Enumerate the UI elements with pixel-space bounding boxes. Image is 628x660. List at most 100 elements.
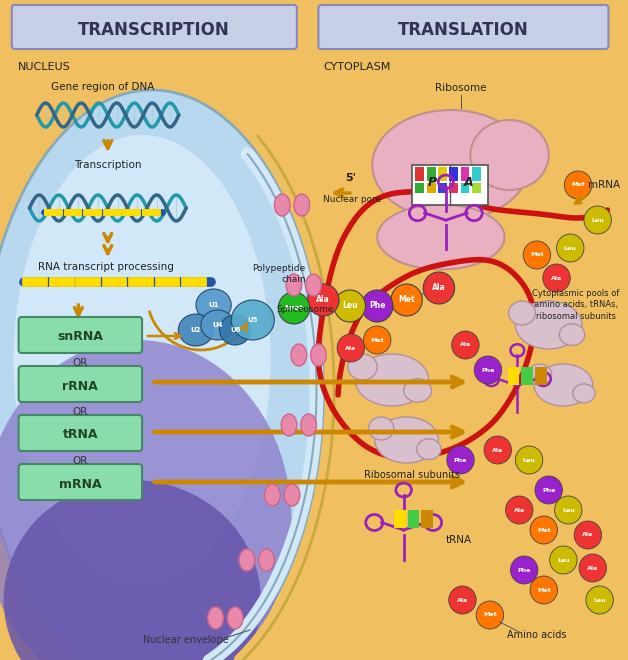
Text: Ala: Ala [492,447,503,453]
Ellipse shape [573,384,595,403]
Ellipse shape [294,194,310,216]
Ellipse shape [196,289,231,321]
Ellipse shape [369,417,394,440]
FancyBboxPatch shape [12,5,297,49]
Circle shape [447,446,474,474]
Text: U5: U5 [247,317,258,323]
Text: Ala: Ala [587,566,598,570]
Circle shape [543,264,570,292]
Ellipse shape [0,90,323,660]
Ellipse shape [470,120,549,190]
Text: U4: U4 [212,322,223,328]
Bar [426,167,436,181]
Ellipse shape [274,194,290,216]
Circle shape [523,241,551,269]
Text: Ala: Ala [432,284,446,292]
Text: Met: Met [571,183,585,187]
Ellipse shape [201,310,234,340]
Text: NUCLEUS: NUCLEUS [18,62,70,72]
Text: Nuclear envelope: Nuclear envelope [143,635,229,645]
Bar [472,183,480,193]
Text: Leu: Leu [562,508,575,513]
Text: Ala: Ala [582,533,593,537]
Text: Ala: Ala [317,296,330,304]
Circle shape [337,334,364,362]
Ellipse shape [284,484,300,506]
Text: OR: OR [73,456,88,466]
Circle shape [586,586,614,614]
Bar [535,367,547,385]
Text: Cytoplasmic pools of
amino acids, tRNAs,
ribosomal subunits: Cytoplasmic pools of amino acids, tRNAs,… [533,288,620,321]
Ellipse shape [509,301,535,325]
Ellipse shape [560,324,585,345]
Text: Phe: Phe [542,488,555,492]
Ellipse shape [301,414,317,436]
Ellipse shape [311,344,327,366]
Text: fmet: fmet [284,305,303,311]
Ellipse shape [286,274,302,296]
Circle shape [584,206,612,234]
Circle shape [556,234,584,262]
Circle shape [308,284,339,316]
Text: mRNA: mRNA [588,180,620,190]
Circle shape [506,496,533,524]
Circle shape [550,546,577,574]
Bar [411,165,488,205]
Text: Polypeptide
chain: Polypeptide chain [252,264,306,284]
Bar [438,183,447,193]
Bar [449,167,458,181]
Text: Leu: Leu [522,457,536,463]
Bar [408,510,420,528]
Ellipse shape [0,340,291,660]
FancyBboxPatch shape [19,366,142,402]
Text: Ala: Ala [551,275,562,280]
FancyBboxPatch shape [318,5,609,49]
Ellipse shape [404,379,431,402]
Text: Transcription: Transcription [74,160,141,170]
Ellipse shape [377,205,504,269]
Text: Ribosome: Ribosome [435,83,486,93]
Bar [421,510,433,528]
Text: Nuclear pore: Nuclear pore [323,195,382,205]
Ellipse shape [281,414,297,436]
Bar [438,167,447,181]
Circle shape [278,292,310,324]
Text: U2: U2 [191,327,201,333]
Ellipse shape [291,344,306,366]
Text: U1: U1 [208,302,219,308]
Text: U6: U6 [230,327,241,333]
Circle shape [474,356,502,384]
Circle shape [516,446,543,474]
Text: Ribosomal subunits: Ribosomal subunits [364,470,460,480]
Ellipse shape [13,135,271,585]
Text: Gene region of DNA: Gene region of DNA [51,82,154,92]
FancyBboxPatch shape [19,464,142,500]
Circle shape [574,521,602,549]
Bar [460,183,469,193]
Bar [472,167,480,181]
Circle shape [364,326,391,354]
Circle shape [362,290,393,322]
Text: OR: OR [73,358,88,368]
Text: Phe: Phe [454,457,467,463]
Ellipse shape [239,549,255,571]
Bar [449,183,458,193]
Ellipse shape [375,417,438,463]
Ellipse shape [231,300,274,340]
Ellipse shape [259,549,274,571]
FancyBboxPatch shape [19,415,142,451]
Text: Met: Met [398,296,415,304]
Ellipse shape [417,439,441,459]
Text: Leu: Leu [592,218,604,222]
Text: mRNA: mRNA [59,477,102,490]
Ellipse shape [4,480,261,660]
Ellipse shape [208,607,224,629]
Text: Ala: Ala [460,343,471,348]
Text: Leu: Leu [557,558,570,562]
Ellipse shape [219,315,251,345]
Text: Spliceosome: Spliceosome [276,306,333,315]
Text: RNA transcript processing: RNA transcript processing [38,262,174,272]
Ellipse shape [528,364,551,385]
Circle shape [391,284,422,316]
Bar [394,510,406,528]
